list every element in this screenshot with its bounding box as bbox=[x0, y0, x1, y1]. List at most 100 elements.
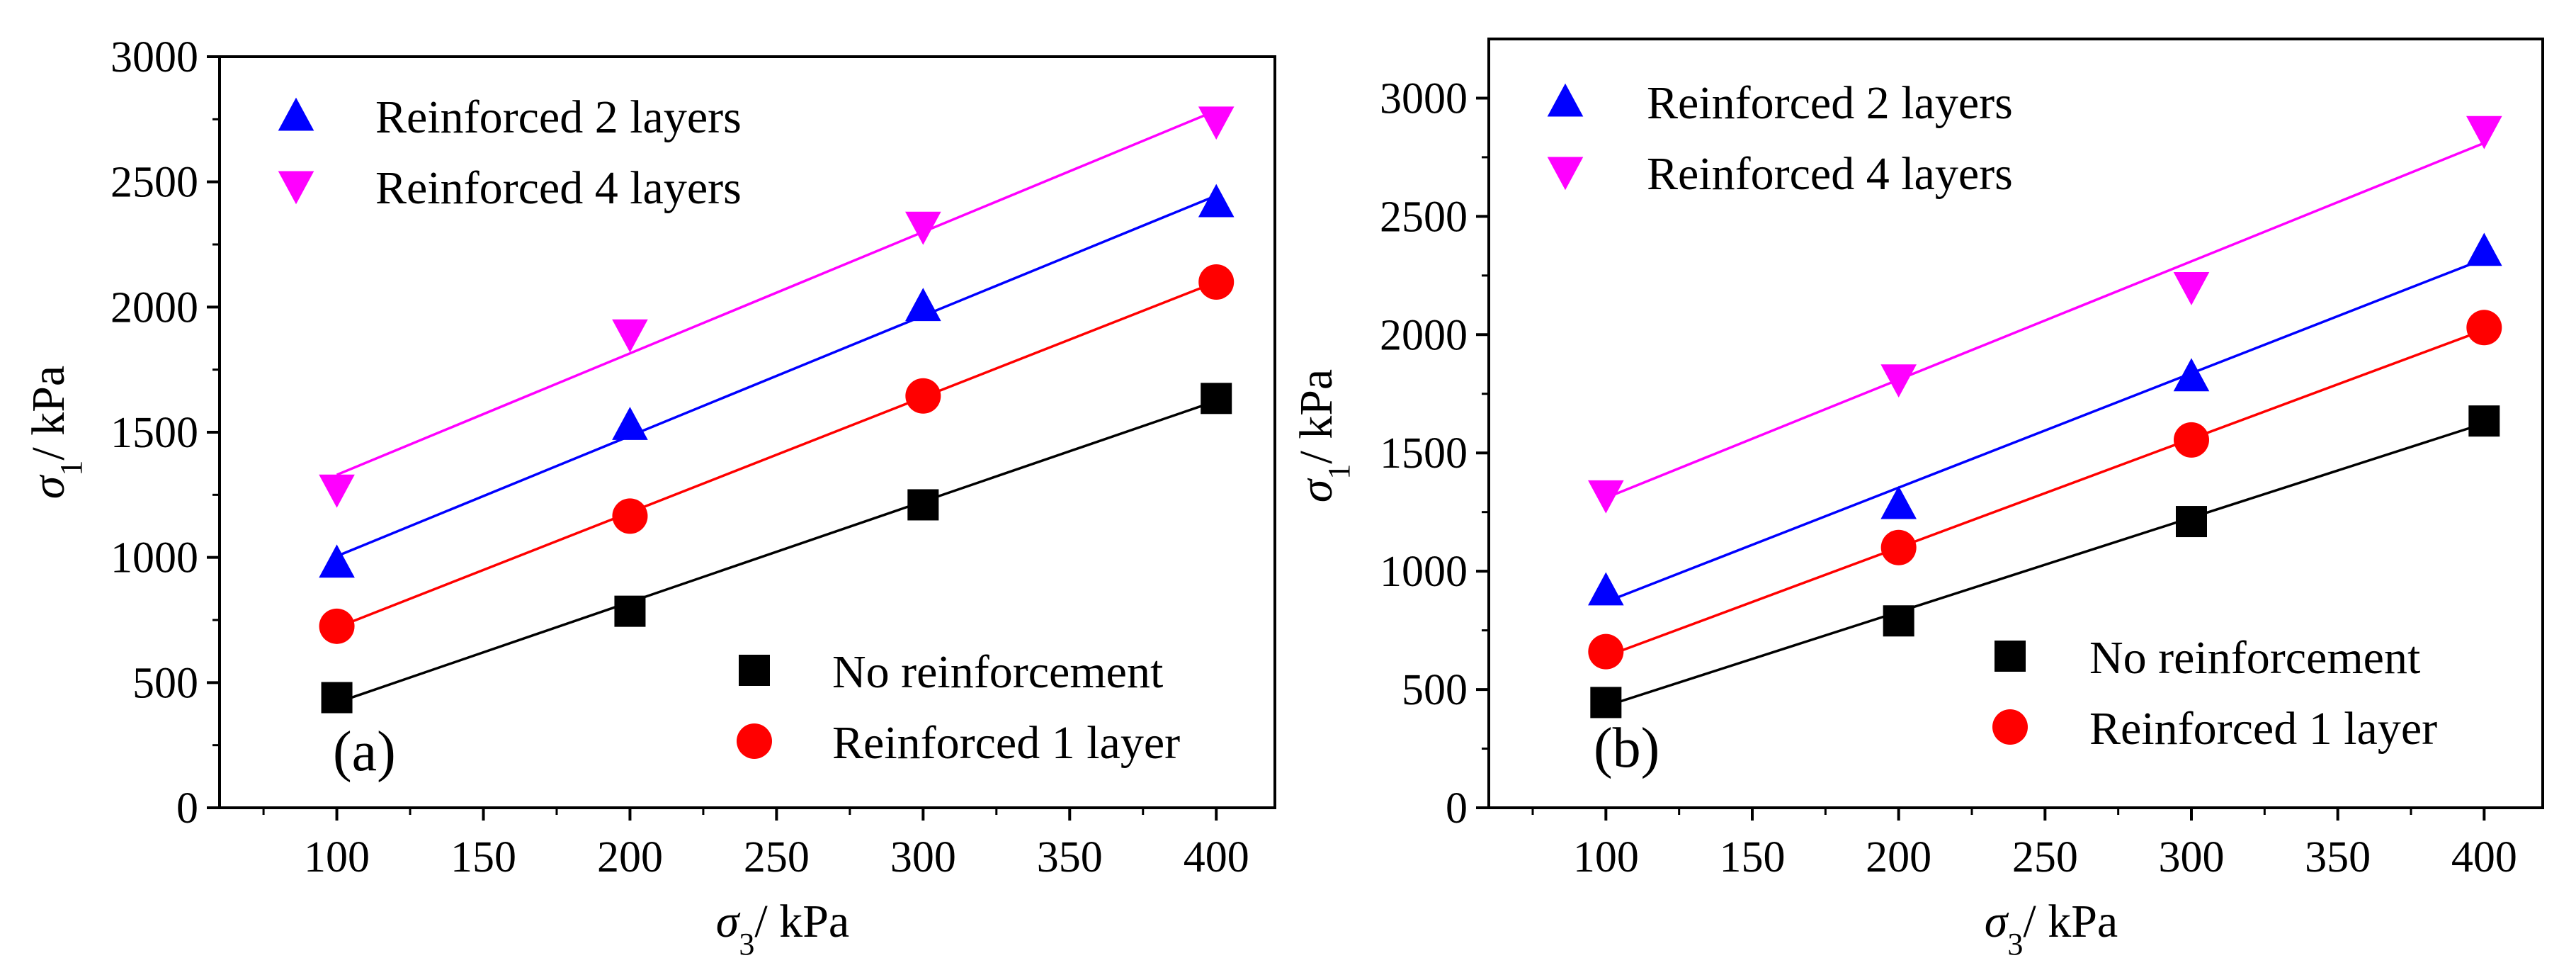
data-point bbox=[2466, 232, 2502, 266]
data-point bbox=[319, 608, 355, 644]
data-point bbox=[1880, 485, 1917, 519]
legend-bottom: No reinforcement Reinforced 1 layer bbox=[1992, 632, 2437, 755]
data-point bbox=[1198, 184, 1235, 218]
y-axis-title: σ1/ kPa bbox=[1290, 369, 1356, 502]
series-reinforced-1-layer bbox=[1588, 310, 2502, 670]
series-no-reinforcement bbox=[1590, 405, 2500, 718]
y-tick-label: 500 bbox=[132, 659, 198, 707]
y-tick-label: 1000 bbox=[1380, 548, 1468, 596]
data-point bbox=[2173, 272, 2210, 305]
y-tick-label: 2500 bbox=[110, 159, 198, 207]
data-point bbox=[321, 682, 353, 714]
x-tick-label: 200 bbox=[1866, 833, 1931, 881]
legend-label: Reinforced 4 layers bbox=[375, 162, 742, 214]
x-tick-label: 250 bbox=[2012, 833, 2078, 881]
fit-line bbox=[1605, 142, 2485, 500]
x-axis-title: σ3/ kPa bbox=[716, 896, 849, 962]
legend-label: Reinforced 1 layer bbox=[2089, 703, 2437, 755]
data-point bbox=[319, 544, 355, 578]
legend-label: Reinforced 2 layers bbox=[1647, 77, 2013, 129]
fit-line bbox=[336, 400, 1217, 704]
fit-line bbox=[336, 109, 1217, 476]
data-point bbox=[1588, 633, 1624, 670]
x-tick-label: 400 bbox=[1184, 833, 1249, 881]
legend-marker bbox=[1547, 83, 1584, 117]
fit-line bbox=[336, 281, 1217, 629]
data-point bbox=[905, 378, 941, 414]
legend-marker bbox=[1547, 157, 1584, 191]
data-point bbox=[612, 407, 648, 440]
chart-panel-a: 100 150 200 250 300 350 400 0 500 1000 1500 2000 250… bbox=[23, 33, 1276, 962]
x-tick-label: 350 bbox=[1037, 833, 1103, 881]
legend-label: No reinforcement bbox=[832, 646, 1163, 698]
chart-panel-b: 100 150 200 250 300 350 400 0 500 1000 1500 2000 250… bbox=[1290, 38, 2544, 962]
panel-label: (a) bbox=[333, 721, 396, 783]
y-tick-label: 0 bbox=[1446, 784, 1468, 833]
data-point bbox=[1880, 529, 1917, 565]
series-reinforced-2-layers bbox=[1588, 232, 2502, 606]
y-tick-label: 3000 bbox=[110, 33, 198, 81]
y-tick-label: 2000 bbox=[1380, 311, 1468, 359]
x-tick-label: 300 bbox=[890, 833, 956, 881]
legend-marker bbox=[278, 97, 314, 131]
fit-line bbox=[1605, 422, 2485, 708]
data-point bbox=[905, 288, 941, 322]
data-point bbox=[907, 489, 939, 521]
y-tick-label: 2000 bbox=[110, 283, 198, 332]
y-tick-label: 1500 bbox=[110, 409, 198, 457]
fit-line bbox=[1605, 328, 2485, 658]
data-point bbox=[1588, 572, 1624, 606]
series-no-reinforcement bbox=[321, 383, 1232, 714]
x-tick-label: 250 bbox=[744, 833, 810, 881]
legend-label: Reinforced 4 layers bbox=[1647, 148, 2013, 200]
data-point bbox=[1198, 106, 1235, 140]
data-point bbox=[612, 498, 648, 534]
legend-bottom: No reinforcement Reinforced 1 layer bbox=[737, 646, 1180, 769]
series-reinforced-4-layers bbox=[319, 106, 1235, 508]
x-tick-label: 100 bbox=[304, 833, 370, 881]
x-tick-label: 150 bbox=[1720, 833, 1786, 881]
legend-marker bbox=[737, 723, 772, 759]
series-reinforced-4-layers bbox=[1588, 115, 2502, 514]
panel-label: (b) bbox=[1594, 717, 1659, 779]
data-point bbox=[2173, 358, 2210, 392]
y-tick-label: 0 bbox=[176, 784, 198, 833]
x-tick-label: 150 bbox=[450, 833, 516, 881]
data-point bbox=[1590, 687, 1622, 718]
y-tick-label: 500 bbox=[1402, 666, 1468, 714]
y-axis-title: σ1/ kPa bbox=[23, 366, 89, 499]
legend-label: Reinforced 2 layers bbox=[375, 91, 742, 143]
data-point bbox=[1880, 364, 1917, 398]
x-tick-label: 400 bbox=[2451, 833, 2517, 881]
data-point bbox=[1201, 383, 1232, 415]
data-point bbox=[2466, 115, 2502, 150]
data-point bbox=[2466, 310, 2502, 346]
x-tick-label: 350 bbox=[2305, 833, 2371, 881]
fit-line bbox=[1605, 257, 2485, 604]
x-tick-label: 300 bbox=[2159, 833, 2225, 881]
fit-line bbox=[336, 194, 1217, 558]
data-point bbox=[1883, 605, 1914, 637]
y-tick-label: 2500 bbox=[1380, 193, 1468, 241]
data-point bbox=[2174, 422, 2209, 458]
data-point bbox=[614, 595, 646, 627]
legend-marker bbox=[739, 655, 770, 686]
legend-label: No reinforcement bbox=[2089, 632, 2420, 684]
legend-marker bbox=[278, 171, 314, 205]
data-point bbox=[2176, 506, 2207, 538]
x-tick-label: 200 bbox=[597, 833, 663, 881]
legend-top: Reinforced 2 layers Reinforced 4 layers bbox=[278, 91, 742, 214]
x-axis-title: σ3/ kPa bbox=[1985, 896, 2118, 962]
data-point bbox=[319, 474, 355, 508]
y-tick-label: 1500 bbox=[1380, 429, 1468, 478]
y-tick-label: 1000 bbox=[110, 534, 198, 582]
series-reinforced-1-layer bbox=[319, 264, 1235, 644]
data-point bbox=[612, 319, 648, 353]
data-point bbox=[1198, 264, 1235, 300]
x-tick-label: 100 bbox=[1573, 833, 1639, 881]
legend-marker bbox=[1995, 641, 2026, 672]
legend-marker bbox=[1992, 709, 2028, 745]
y-tick-label: 3000 bbox=[1380, 74, 1468, 123]
